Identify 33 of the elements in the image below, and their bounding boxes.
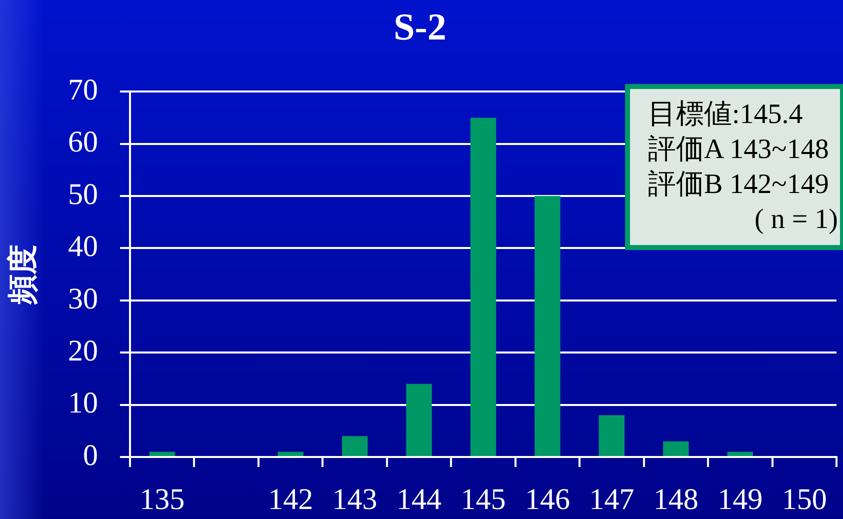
y-tick-label: 60 — [68, 126, 98, 159]
x-tick-label: 142 — [268, 482, 314, 516]
x-tick-label: 148 — [653, 482, 698, 516]
chart-title: S-2 — [394, 6, 446, 49]
annotation: 評価B 142~149 — [648, 168, 830, 202]
x-tick-label: 145 — [460, 482, 506, 516]
bar — [278, 452, 304, 456]
y-tick-label: 20 — [68, 334, 98, 368]
bar — [534, 196, 560, 456]
bar — [727, 452, 753, 456]
bar — [149, 452, 175, 456]
x-tick-label: 135 — [140, 482, 185, 516]
bar — [663, 441, 689, 456]
bar — [470, 118, 496, 456]
x-tick-label: 147 — [589, 482, 634, 516]
x-tick-label: 146 — [524, 482, 570, 516]
y-tick-label: 50 — [68, 178, 98, 211]
y-tick-label: 30 — [68, 282, 98, 316]
x-tick-label: 144 — [396, 482, 442, 516]
annotation: ( n = 1) — [754, 203, 838, 237]
bar — [342, 436, 368, 456]
x-tick-label: 150 — [782, 482, 827, 516]
y-axis-title: 頻度 — [5, 244, 40, 306]
x-tick-label: 143 — [332, 482, 378, 516]
x-tick-label: 149 — [718, 482, 763, 516]
y-tick-label: 0 — [83, 438, 98, 472]
y-tick-label: 70 — [68, 73, 98, 106]
bar — [598, 415, 625, 456]
y-tick-label: 10 — [68, 386, 98, 420]
annotation: 目標値:145.4 — [648, 98, 804, 132]
y-tick-label: 40 — [68, 230, 98, 264]
annotation: 評価A 143~148 — [648, 133, 830, 167]
bar — [406, 384, 432, 456]
